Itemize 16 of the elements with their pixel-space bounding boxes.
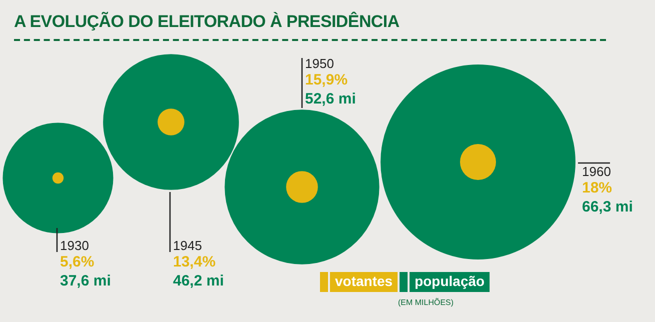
category-label: 1950	[305, 56, 334, 72]
data-label: 66,3 mi	[582, 198, 633, 216]
category-label: 1945	[173, 238, 202, 254]
text: A EVOLUÇÃO DO ELEITORADO À PRESIDÊNCIA	[14, 12, 606, 41]
legend-label: população	[414, 272, 485, 289]
category-label: 1960	[582, 164, 611, 180]
category-label: 1930	[60, 238, 89, 254]
data-label: 52,6 mi	[305, 90, 356, 108]
data-label: 13,4%	[173, 254, 216, 271]
legend-label: votantes	[335, 272, 393, 289]
text: (EM MILHÕES)	[398, 298, 454, 307]
data-label: 18%	[582, 180, 612, 197]
data-label: 5,6%	[60, 254, 94, 271]
data-label: 46,2 mi	[173, 272, 224, 290]
data-label: 15,9%	[305, 72, 348, 89]
data-label: 37,6 mi	[60, 272, 111, 290]
